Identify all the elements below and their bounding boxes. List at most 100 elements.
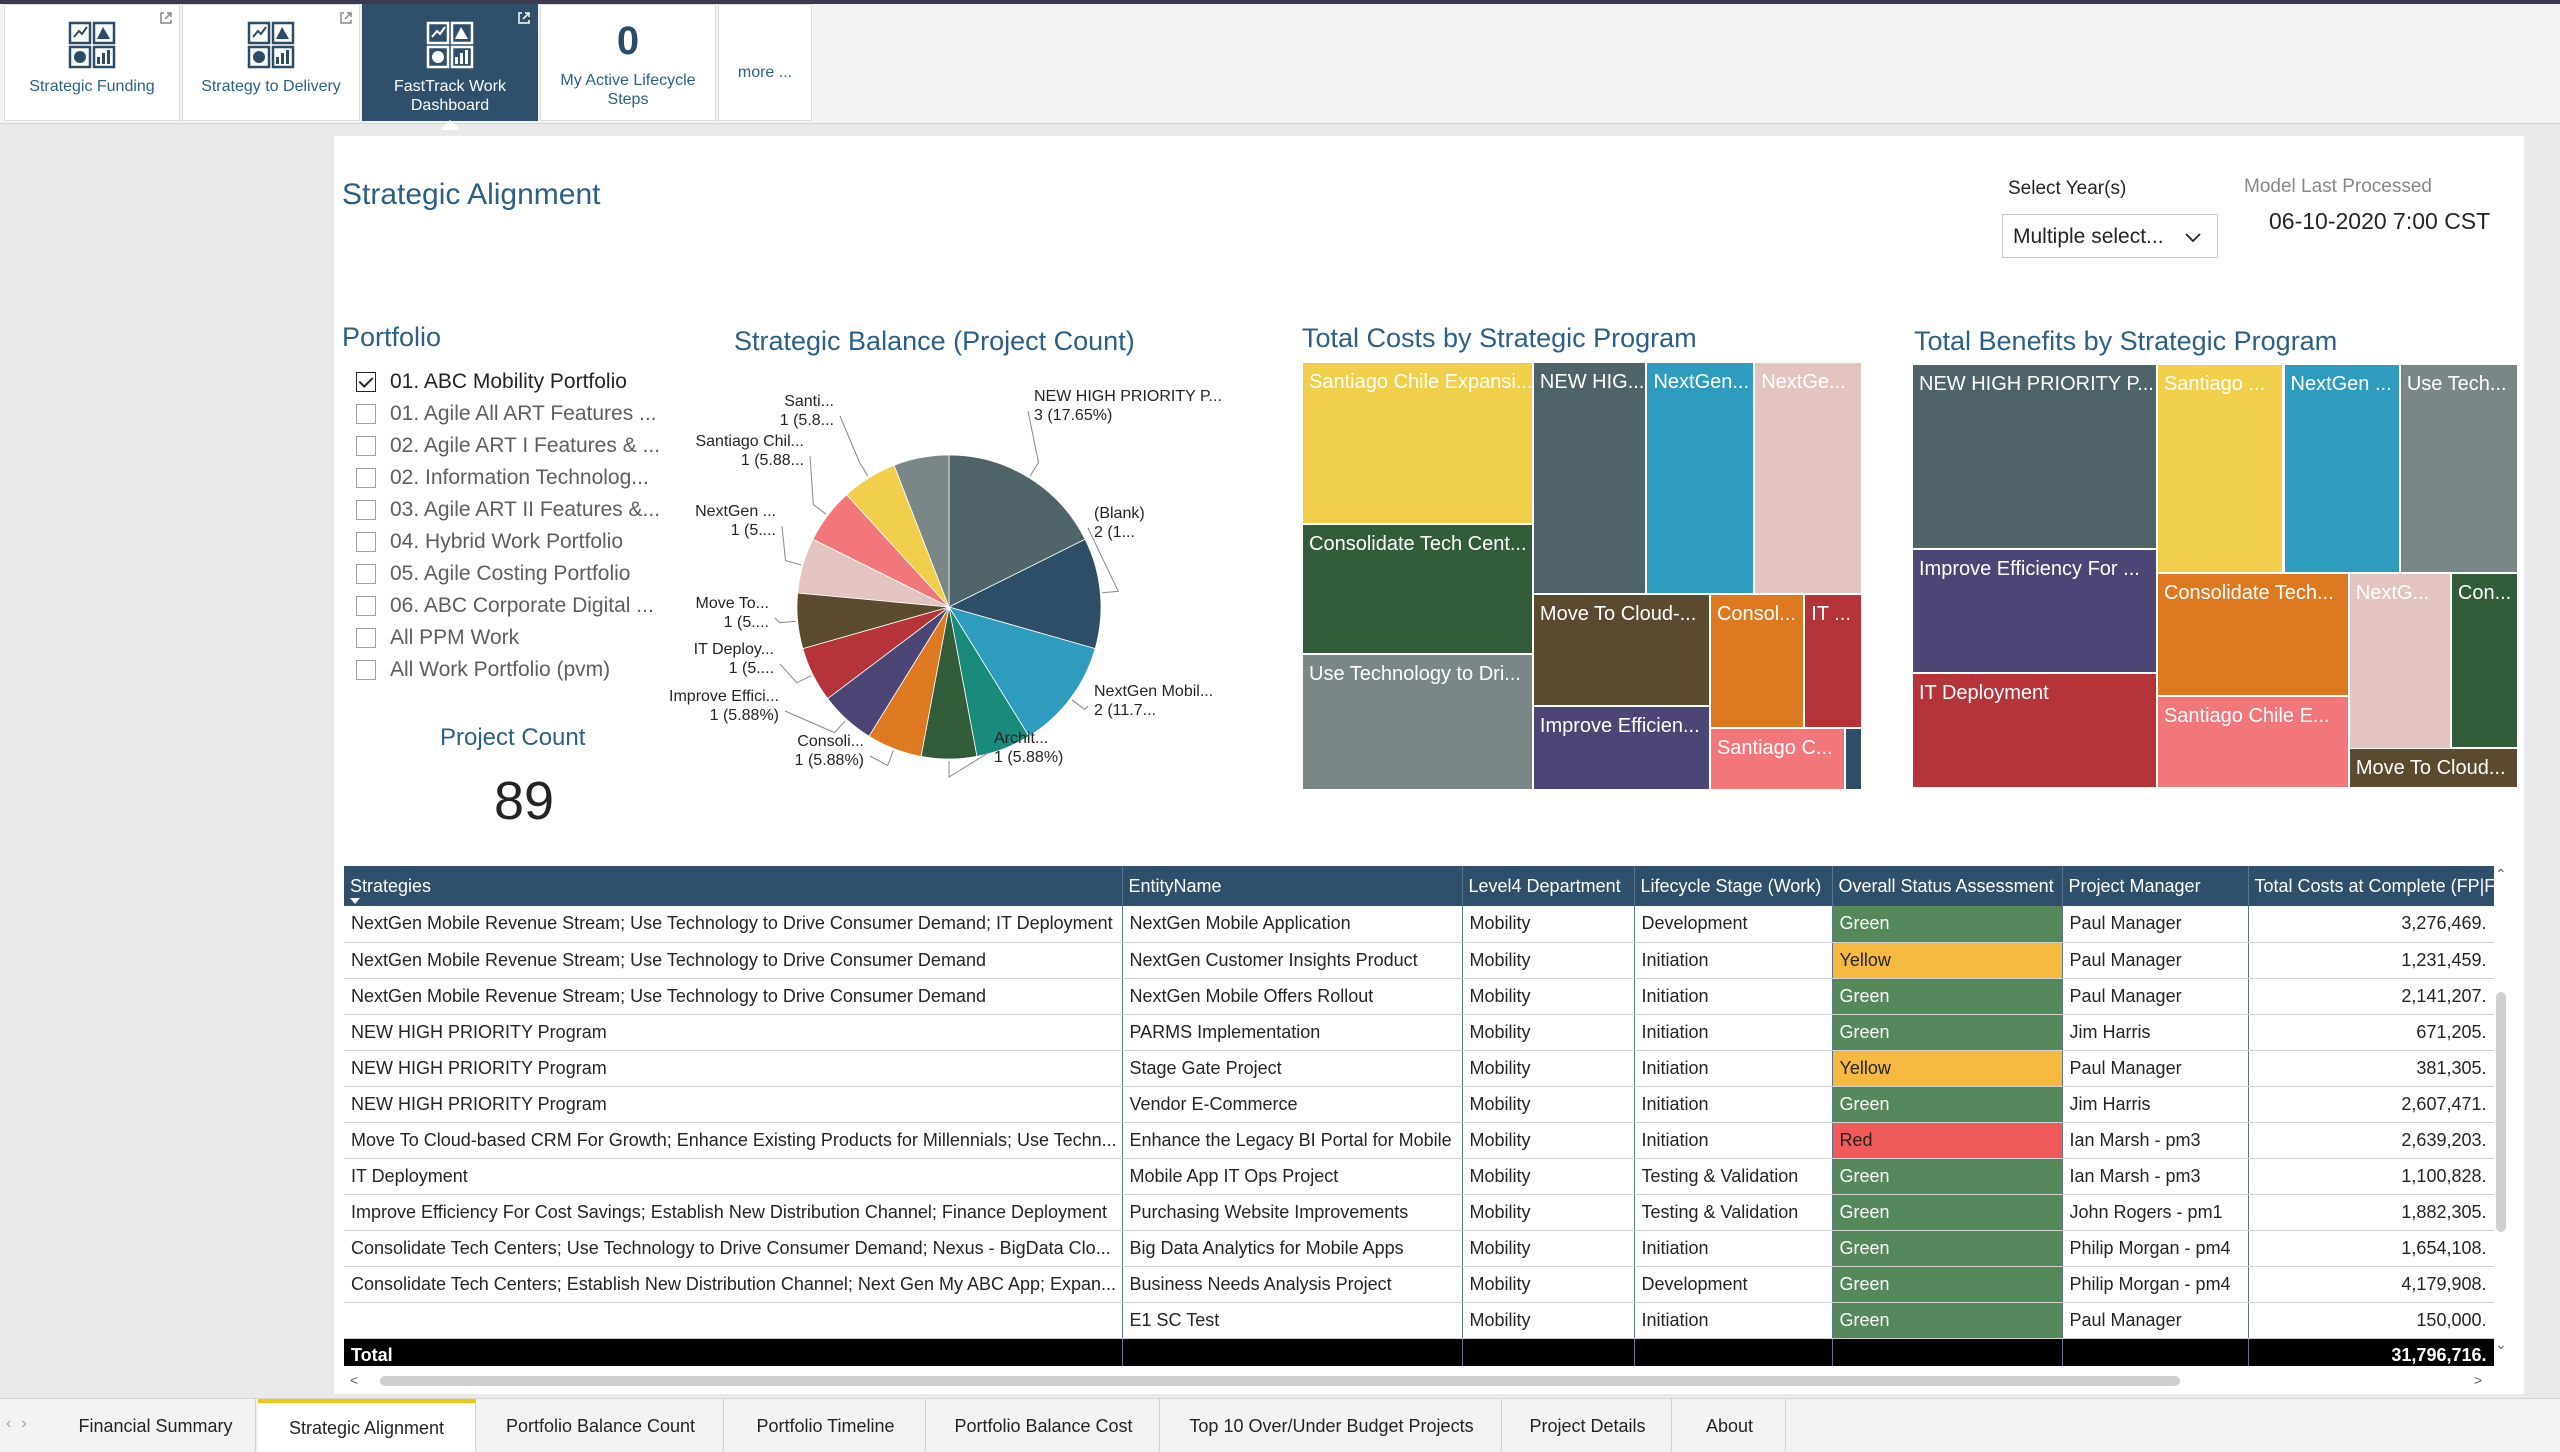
pie-slice[interactable] xyxy=(947,538,1102,650)
treemap-cell[interactable]: Move To Cloud-... xyxy=(1532,594,1710,706)
treemap-cell[interactable]: Santiago ... xyxy=(2156,364,2284,574)
treemap-cell[interactable] xyxy=(1844,728,1862,790)
table-cell: 1,654,108. xyxy=(2248,1230,2494,1267)
portfolio-slicer-item[interactable]: 04. Hybrid Work Portfolio xyxy=(356,526,676,558)
portfolio-slicer-item[interactable]: 02. Agile ART I Features & ... xyxy=(356,430,676,462)
checkbox-icon[interactable] xyxy=(356,532,376,552)
table-row[interactable]: Move To Cloud-based CRM For Growth; Enha… xyxy=(344,1122,2494,1159)
checkbox-icon[interactable] xyxy=(356,596,376,616)
table-row[interactable]: NextGen Mobile Revenue Stream; Use Techn… xyxy=(344,978,2494,1015)
table-cell: Initiation xyxy=(1634,978,1833,1015)
pie-slice[interactable] xyxy=(893,454,950,608)
treemap-cell[interactable]: Santiago Chile E... xyxy=(2156,696,2349,788)
table-row[interactable]: NEW HIGH PRIORITY Program PARMS Implement… xyxy=(344,1014,2494,1051)
portfolio-slicer-label: All Work Portfolio (pvm) xyxy=(390,658,611,681)
column-header-level4-department[interactable]: Level4 Department xyxy=(1462,866,1635,906)
table-horizontal-scrollbar[interactable]: < > xyxy=(344,1372,2494,1390)
tab-financial-summary[interactable]: Financial Summary xyxy=(56,1399,256,1452)
portfolio-slicer-item[interactable]: 02. Information Technolog... xyxy=(356,462,676,494)
table-header-row: Strategies EntityName Level4 Department … xyxy=(344,866,2494,906)
treemap-cell[interactable]: Consolidate Tech... xyxy=(2156,573,2349,697)
pie-data-label: IT Deploy... 1 (5.... xyxy=(694,641,774,677)
treemap-cell[interactable]: NextGen ... xyxy=(2283,364,2400,574)
table-row[interactable]: NextGen Mobile Revenue Stream; Use Techn… xyxy=(344,942,2494,979)
table-row[interactable]: NextGen Mobile Revenue Stream; Use Techn… xyxy=(344,906,2494,943)
tab-project-details[interactable]: Project Details xyxy=(1504,1399,1672,1452)
tile-strategic-funding[interactable]: Strategic Funding xyxy=(4,4,180,121)
table-row[interactable]: E1 SC Test Mobility Initiation Green Paul Ma… xyxy=(344,1302,2494,1339)
tab-about[interactable]: About xyxy=(1674,1399,1786,1452)
table-row[interactable]: NEW HIGH PRIORITY Program Stage Gate Proj… xyxy=(344,1050,2494,1087)
portfolio-slicer-item[interactable]: All Work Portfolio (pvm) xyxy=(356,654,676,686)
portfolio-slicer-item[interactable]: 06. ABC Corporate Digital ... xyxy=(356,590,676,622)
tile-more[interactable]: more ... xyxy=(718,4,812,121)
table-cell: Improve Efficiency For Cost Savings; Est… xyxy=(344,1194,1123,1231)
checkbox-icon[interactable] xyxy=(356,404,376,424)
treemap-cell[interactable]: NEW HIGH PRIORITY P... xyxy=(1912,364,2157,550)
treemap-cell[interactable]: Move To Cloud... xyxy=(2348,748,2519,788)
column-header-total-costs[interactable]: Total Costs at Complete (FP|F xyxy=(2248,866,2494,906)
external-link-icon[interactable] xyxy=(159,11,173,25)
column-header-status-assessment[interactable]: Overall Status Assessment xyxy=(1832,866,2063,906)
checkbox-icon[interactable] xyxy=(356,660,376,680)
table-row[interactable]: Consolidate Tech Centers; Use Technology… xyxy=(344,1230,2494,1267)
table-cell: Paul Manager xyxy=(2062,978,2249,1015)
treemap-cell[interactable]: NextGe... xyxy=(1754,362,1862,594)
scroll-up-icon[interactable]: ⌃ xyxy=(2495,866,2507,882)
checkbox-icon[interactable] xyxy=(356,500,376,520)
scroll-left-icon[interactable]: < xyxy=(350,1372,359,1388)
checkbox-icon[interactable] xyxy=(356,436,376,456)
treemap-cell[interactable]: Consolidate Tech Cent... xyxy=(1302,524,1533,654)
portfolio-slicer-item[interactable]: All PPM Work xyxy=(356,622,676,654)
portfolio-slicer-item[interactable]: 01. ABC Mobility Portfolio xyxy=(356,366,676,398)
checkbox-icon[interactable] xyxy=(356,628,376,648)
treemap-cell[interactable]: Use Tech... xyxy=(2399,364,2519,574)
page-nav-arrows-icon[interactable]: ‹› xyxy=(6,1415,37,1432)
portfolio-slicer-item[interactable]: 03. Agile ART II Features &... xyxy=(356,494,676,526)
scroll-down-icon[interactable]: ⌄ xyxy=(2495,1336,2507,1352)
table-row[interactable]: Consolidate Tech Centers; Establish New … xyxy=(344,1266,2494,1303)
treemap-cell[interactable]: NextGen... xyxy=(1646,362,1755,594)
external-link-icon[interactable] xyxy=(517,11,531,25)
treemap-cell[interactable]: IT Deployment xyxy=(1912,672,2157,788)
table-row[interactable]: Improve Efficiency For Cost Savings; Est… xyxy=(344,1194,2494,1231)
scrollbar-thumb[interactable] xyxy=(2496,992,2506,1232)
column-header-lifecycle-stage[interactable]: Lifecycle Stage (Work) xyxy=(1634,866,1833,906)
tile-strategy-to-delivery[interactable]: Strategy to Delivery xyxy=(182,4,360,121)
column-header-entity-name[interactable]: EntityName xyxy=(1122,866,1463,906)
table-row[interactable]: IT Deployment Mobile App IT Ops Project Mo… xyxy=(344,1158,2494,1195)
treemap-cell[interactable]: IT ... xyxy=(1804,594,1862,728)
table-cell: 381,305. xyxy=(2248,1050,2494,1087)
pie-slice[interactable] xyxy=(948,606,1096,737)
scrollbar-thumb[interactable] xyxy=(380,1376,2180,1386)
tab-portfolio-balance-cost[interactable]: Portfolio Balance Cost xyxy=(928,1399,1160,1452)
treemap-cell[interactable]: Improve Efficien... xyxy=(1532,706,1710,790)
tile-fasttrack-work-dashboard[interactable]: FastTrack Work Dashboard xyxy=(362,4,538,130)
table-cell: Mobility xyxy=(1462,1086,1635,1123)
pie-slice[interactable] xyxy=(948,454,1086,608)
treemap-cell[interactable]: NEW HIG... xyxy=(1532,362,1647,594)
table-row[interactable]: NEW HIGH PRIORITY Program Vendor E-Commer… xyxy=(344,1086,2494,1123)
treemap-cell[interactable]: Improve Efficiency For ... xyxy=(1912,549,2157,673)
table-vertical-scrollbar[interactable]: ⌃ ⌄ xyxy=(2492,866,2510,1352)
portfolio-slicer-item[interactable]: 05. Agile Costing Portfolio xyxy=(356,558,676,590)
scroll-right-icon[interactable]: > xyxy=(2474,1372,2483,1388)
column-header-strategies[interactable]: Strategies xyxy=(344,866,1123,906)
checkbox-checked-icon[interactable] xyxy=(356,372,376,392)
treemap-cell[interactable]: Con... xyxy=(2450,573,2519,749)
tab-strategic-alignment[interactable]: Strategic Alignment xyxy=(258,1399,476,1452)
year-slicer-dropdown[interactable]: Multiple select... xyxy=(2002,214,2218,258)
external-link-icon[interactable] xyxy=(339,11,353,25)
treemap-cell[interactable]: Santiago C... xyxy=(1709,728,1845,790)
treemap-cell[interactable]: Santiago Chile Expansi... xyxy=(1302,362,1533,524)
portfolio-slicer-item[interactable]: 01. Agile All ART Features ... xyxy=(356,398,676,430)
tile-my-active-lifecycle-steps[interactable]: 0 My Active Lifecycle Steps xyxy=(540,4,716,121)
tab-top-10-budget-projects[interactable]: Top 10 Over/Under Budget Projects xyxy=(1162,1399,1502,1452)
column-header-project-manager[interactable]: Project Manager xyxy=(2062,866,2249,906)
checkbox-icon[interactable] xyxy=(356,468,376,488)
treemap-cell[interactable]: Consol... xyxy=(1709,594,1805,728)
checkbox-icon[interactable] xyxy=(356,564,376,584)
tab-portfolio-balance-count[interactable]: Portfolio Balance Count xyxy=(478,1399,724,1452)
tab-portfolio-timeline[interactable]: Portfolio Timeline xyxy=(726,1399,926,1452)
treemap-cell[interactable]: Use Technology to Dri... xyxy=(1302,654,1533,790)
